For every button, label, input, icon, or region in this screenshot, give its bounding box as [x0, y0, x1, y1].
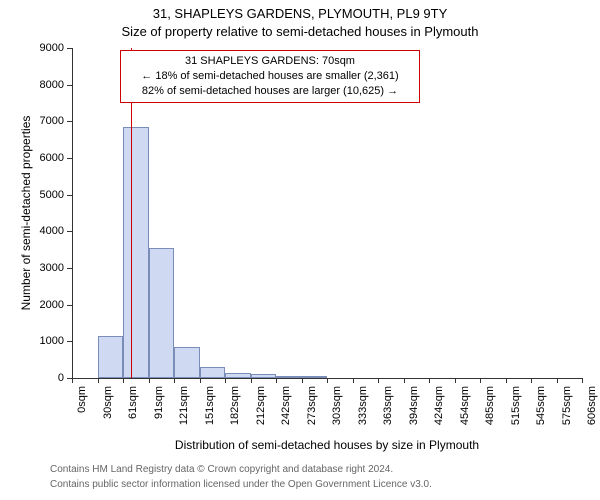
xtick-mark: [174, 378, 175, 383]
ytick-label: 9000: [0, 42, 64, 54]
ytick-mark: [67, 121, 72, 122]
xtick-label: 0sqm: [76, 386, 88, 436]
ytick-mark: [67, 85, 72, 86]
histogram-bar: [174, 347, 200, 378]
ytick-label: 1000: [0, 335, 64, 347]
ytick-mark: [67, 48, 72, 49]
histogram-bar: [251, 374, 277, 378]
xtick-label: 61sqm: [127, 386, 139, 436]
histogram-bar: [225, 373, 251, 379]
x-axis-label: Distribution of semi-detached houses by …: [72, 438, 582, 452]
ytick-label: 4000: [0, 225, 64, 237]
ytick-label: 0: [0, 372, 64, 384]
chart-title-line2: Size of property relative to semi-detach…: [0, 24, 600, 39]
xtick-mark: [98, 378, 99, 383]
histogram-bar: [123, 127, 149, 378]
annotation-line2: ← 18% of semi-detached houses are smalle…: [127, 69, 413, 84]
histogram-bar: [98, 336, 124, 378]
ytick-label: 6000: [0, 152, 64, 164]
footnote-line1: Contains HM Land Registry data © Crown c…: [50, 463, 590, 476]
annotation-box: 31 SHAPLEYS GARDENS: 70sqm← 18% of semi-…: [120, 50, 420, 103]
ytick-label: 7000: [0, 115, 64, 127]
annotation-line1: 31 SHAPLEYS GARDENS: 70sqm: [127, 54, 413, 69]
xtick-mark: [531, 378, 532, 383]
ytick-mark: [67, 341, 72, 342]
ytick-label: 8000: [0, 79, 64, 91]
xtick-label: 545sqm: [535, 386, 547, 436]
y-axis-line: [72, 48, 73, 378]
xtick-label: 575sqm: [561, 386, 573, 436]
xtick-label: 424sqm: [433, 386, 445, 436]
xtick-label: 303sqm: [331, 386, 343, 436]
xtick-mark: [455, 378, 456, 383]
chart-title-line1: 31, SHAPLEYS GARDENS, PLYMOUTH, PL9 9TY: [0, 6, 600, 21]
xtick-label: 182sqm: [229, 386, 241, 436]
xtick-mark: [327, 378, 328, 383]
y-axis-label: Number of semi-detached properties: [19, 103, 33, 323]
histogram-bar: [302, 376, 328, 378]
ytick-mark: [67, 158, 72, 159]
ytick-label: 2000: [0, 299, 64, 311]
xtick-label: 515sqm: [510, 386, 522, 436]
xtick-label: 242sqm: [280, 386, 292, 436]
xtick-mark: [353, 378, 354, 383]
ytick-label: 5000: [0, 189, 64, 201]
xtick-label: 454sqm: [459, 386, 471, 436]
xtick-mark: [506, 378, 507, 383]
xtick-label: 30sqm: [102, 386, 114, 436]
xtick-label: 151sqm: [204, 386, 216, 436]
xtick-mark: [123, 378, 124, 383]
annotation-line3: 82% of semi-detached houses are larger (…: [127, 84, 413, 99]
histogram-bar: [276, 376, 302, 378]
xtick-mark: [276, 378, 277, 383]
xtick-mark: [251, 378, 252, 383]
xtick-mark: [200, 378, 201, 383]
xtick-label: 91sqm: [153, 386, 165, 436]
xtick-mark: [404, 378, 405, 383]
xtick-mark: [149, 378, 150, 383]
xtick-label: 121sqm: [178, 386, 190, 436]
histogram-bar: [200, 367, 226, 378]
ytick-mark: [67, 195, 72, 196]
histogram-bar: [149, 248, 175, 378]
xtick-mark: [582, 378, 583, 383]
ytick-label: 3000: [0, 262, 64, 274]
xtick-mark: [225, 378, 226, 383]
xtick-label: 485sqm: [484, 386, 496, 436]
ytick-mark: [67, 231, 72, 232]
xtick-label: 606sqm: [586, 386, 598, 436]
xtick-label: 394sqm: [408, 386, 420, 436]
xtick-mark: [378, 378, 379, 383]
footnote-line2: Contains public sector information licen…: [50, 478, 590, 491]
xtick-mark: [72, 378, 73, 383]
xtick-label: 273sqm: [306, 386, 318, 436]
xtick-label: 333sqm: [357, 386, 369, 436]
xtick-mark: [429, 378, 430, 383]
xtick-mark: [557, 378, 558, 383]
xtick-label: 363sqm: [382, 386, 394, 436]
xtick-mark: [480, 378, 481, 383]
xtick-label: 212sqm: [255, 386, 267, 436]
ytick-mark: [67, 305, 72, 306]
ytick-mark: [67, 268, 72, 269]
xtick-mark: [302, 378, 303, 383]
